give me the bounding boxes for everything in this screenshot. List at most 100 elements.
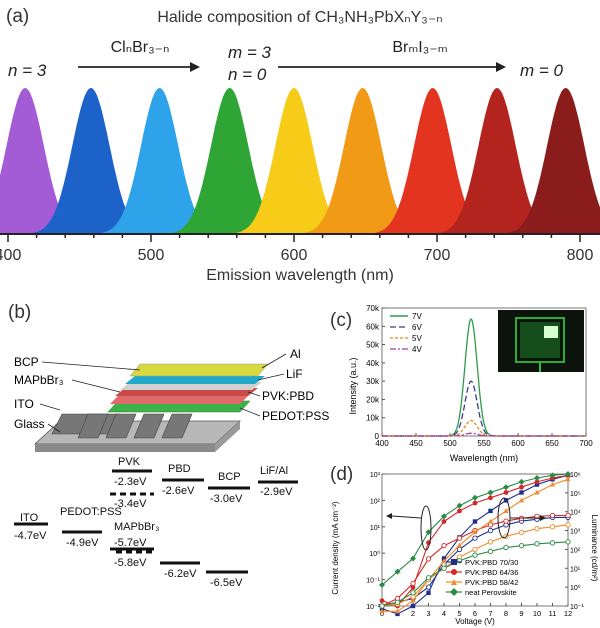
leader-lines [39,353,287,433]
legend-d-item-2: PVK:PBD 64/36 [446,568,518,577]
current-point [549,481,556,487]
current-point [534,482,540,487]
current-point [472,529,478,535]
x-tick-label-a: 700 [424,247,451,264]
label-n3: n = 3 [8,61,47,80]
current-point [519,484,524,490]
jvl-curves [379,471,571,617]
emission-peak [85,88,234,234]
emission-peak [288,88,437,234]
pvk-low: -6.2eV [164,568,197,580]
panel-b-label: (b) [8,302,31,323]
emission-peaks [0,88,600,234]
y-tick-label-c: 50k [366,341,380,350]
legend-c-6v: 6V [412,323,422,332]
current-point [472,519,478,524]
ticks-c: 400 450 500 550 600 650 700 0 10k 20k 30k 40k 50k 60k… [366,304,593,448]
luminance-point [410,590,416,596]
luminance-point [441,565,447,571]
lifal-value: -2.9eV [260,486,293,498]
panel-c: (c) Intensity (a.u.) 400 450 500 550 600 650 7… [330,304,593,463]
ito-value: -4.7eV [14,530,47,542]
label-cl: ClₙBr₃₋ₙ [111,39,170,56]
pbd-value: -2.6eV [162,485,195,497]
current-point [441,513,447,520]
layer-label-pvkpbd: PVK:PBD [262,389,314,403]
current-point [410,555,416,562]
current-point [503,484,509,491]
pvk-value: -2.3eV [114,476,147,488]
legend-d-item-3: PVK:PBD 58/42 [446,578,518,587]
current-point [518,497,525,503]
legend-d-item-4: neat Perovskite [446,588,517,597]
current-point [410,597,416,603]
panel-b: (b) BCP MAPbBr₃ ITO Glass Al LiF PVK:PBD… [8,302,329,589]
y-tick-label-c: 70k [366,304,380,313]
label-m0: m = 0 [520,61,564,80]
mapb-bot2: -5.8eV [114,557,147,569]
energy-labels: ITO -4.7eV PEDOT:PSS -4.9eV PVK -2.3eV -… [14,456,293,589]
spectra-c [382,318,586,437]
pbd-name: PBD [168,463,191,475]
arrow-br-head [496,62,506,72]
panel-c-label: (c) [330,310,352,331]
y-tick-label-c: 10k [366,414,380,423]
lifal-name: LiF/Al [260,465,288,477]
x-label-a: Emission wavelength (nm) [206,267,394,284]
legend-c-7v: 7V [412,312,422,321]
x-tick-label-a: 400 [0,247,21,264]
mapb-bot1: -5.7eV [114,537,147,549]
luminance-point [394,599,401,605]
current-point [519,490,524,495]
current-point [534,479,540,485]
legend-d-label-1: PVK:PBD 70/30 [465,558,518,567]
spectrum-6v [382,380,586,437]
emission-peak [422,88,572,234]
emission-peak [358,88,508,234]
emission-peak [491,88,600,234]
current-point [426,590,431,595]
luminance-point [565,522,571,528]
y-tick-label-d-right: 10³ [570,529,581,536]
x-tick-label-d: 0 [380,609,384,618]
x-tick-label-d: 9 [519,609,523,618]
y-tick-label-d-left: 10³ [370,472,381,479]
current-point [503,508,509,513]
current-point [441,558,447,564]
emission-peak [219,88,369,234]
current-point [534,489,540,495]
y-tick-label-c: 30k [366,377,380,386]
layer-label-ito: ITO [14,397,34,411]
luminance-point [518,543,525,549]
current-point [503,490,509,495]
current-point [410,585,416,590]
luminance-point [425,575,432,581]
luminance-point [472,535,478,541]
luminance-point [565,539,571,545]
layer-label-mapbbr3: MAPbBr₃ [14,373,64,387]
y-tick-label-c: 60k [366,322,380,331]
x-tick-label-a: 500 [138,247,165,264]
emission-peak [155,88,304,234]
current-point [457,508,462,514]
luminance-point [549,540,556,546]
y-tick-label-c: 40k [366,359,380,368]
current-point [395,611,400,617]
x-tick-label-c: 450 [409,439,423,448]
label-br: BrₘI₃₋ₘ [392,39,447,56]
luminance-point [487,539,494,545]
x-tick-label-d: 8 [504,609,508,618]
label-m3: m = 3 [228,43,272,62]
current-point [472,500,478,506]
current-point [565,471,571,477]
y-label-c: Intensity (a.u.) [348,357,358,414]
x-tick-label-a: 600 [281,247,308,264]
device-photo [498,310,584,372]
x-tick-label-c: 700 [579,439,593,448]
luminance-point [503,544,509,551]
current-point [487,489,494,496]
current-point [410,603,416,609]
current-point [441,519,447,524]
current-point [472,494,478,501]
emission-peak [16,88,166,234]
